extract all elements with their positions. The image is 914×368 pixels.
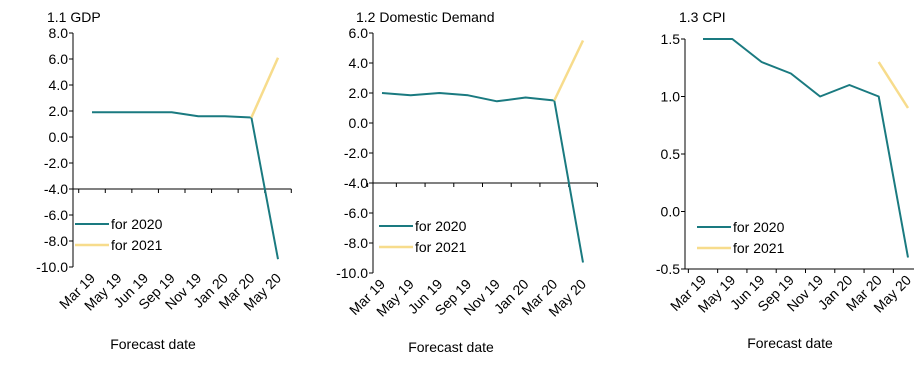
panel-1-y-tick-label: -2.0 [44,155,68,171]
panel-3-y-tick-label: 1.5 [661,31,681,47]
panel-2-y-tick-label: -4.0 [344,175,368,191]
panel-3-x-axis-label: Forecast date [747,335,833,351]
panel-2-y-tick-label: 4.0 [349,55,369,71]
panel-2-y-tick-label: -8.0 [344,235,368,251]
panel-3-y-tick-label: 0.5 [661,146,681,162]
panel-3-title: 1.3 CPI [679,9,726,25]
panel-3-y-tick-label: -0.5 [656,261,680,277]
panel-2-series-for-2021-line [553,39,585,102]
panel-1-y-tick-label: -4.0 [44,181,68,197]
panel-1-y-tick-label: 8.0 [49,25,69,41]
panel-2-y-tick-label: -2.0 [344,145,368,161]
panel-2-legend-label: for 2020 [415,218,467,234]
panel-3-y-tick-label: 1.0 [661,89,681,105]
panel-2-legend-label: for 2021 [415,239,467,255]
panel-1-y-tick-label: -8.0 [44,233,68,249]
panel-3-series-for-2020-line [703,38,909,258]
panel-2-x-axis-label: Forecast date [408,339,494,355]
panel-1-series-for-2021-line [250,57,280,119]
panel-3-series-for-2021-line [877,61,910,109]
panel-3-legend-label: for 2020 [733,219,785,235]
panel-1-y-tick-label: 4.0 [49,77,69,93]
panel-2-title: 1.2 Domestic Demand [356,9,495,25]
panel-1-title: 1.1 GDP [47,9,101,25]
panel-1-x-axis-label: Forecast date [110,336,196,352]
panel-3-legend-label: for 2021 [733,240,785,256]
panel-2-series-for-2020-line [381,92,584,263]
panel-1-y-tick-label: -6.0 [44,207,68,223]
panel-1-y-tick-label: 0.0 [49,129,69,145]
panel-1-y-tick-label: 2.0 [49,103,69,119]
panel-1-legend-label: for 2021 [111,237,163,253]
panel-1-y-tick-label: -10.0 [36,259,68,275]
panel-2-y-tick-label: -6.0 [344,205,368,221]
panel-1-series-for-2020-line [92,111,279,260]
panel-1-legend-label: for 2020 [111,216,163,232]
panel-1-y-tick-label: 6.0 [49,51,69,67]
panel-2-y-tick-label: 0.0 [349,115,369,131]
panel-2-y-tick-label: -10.0 [336,265,368,281]
panel-2-y-tick-label: 6.0 [349,25,369,41]
panel-2-y-tick-label: 2.0 [349,85,369,101]
panel-3-y-tick-label: 0.0 [661,204,681,220]
